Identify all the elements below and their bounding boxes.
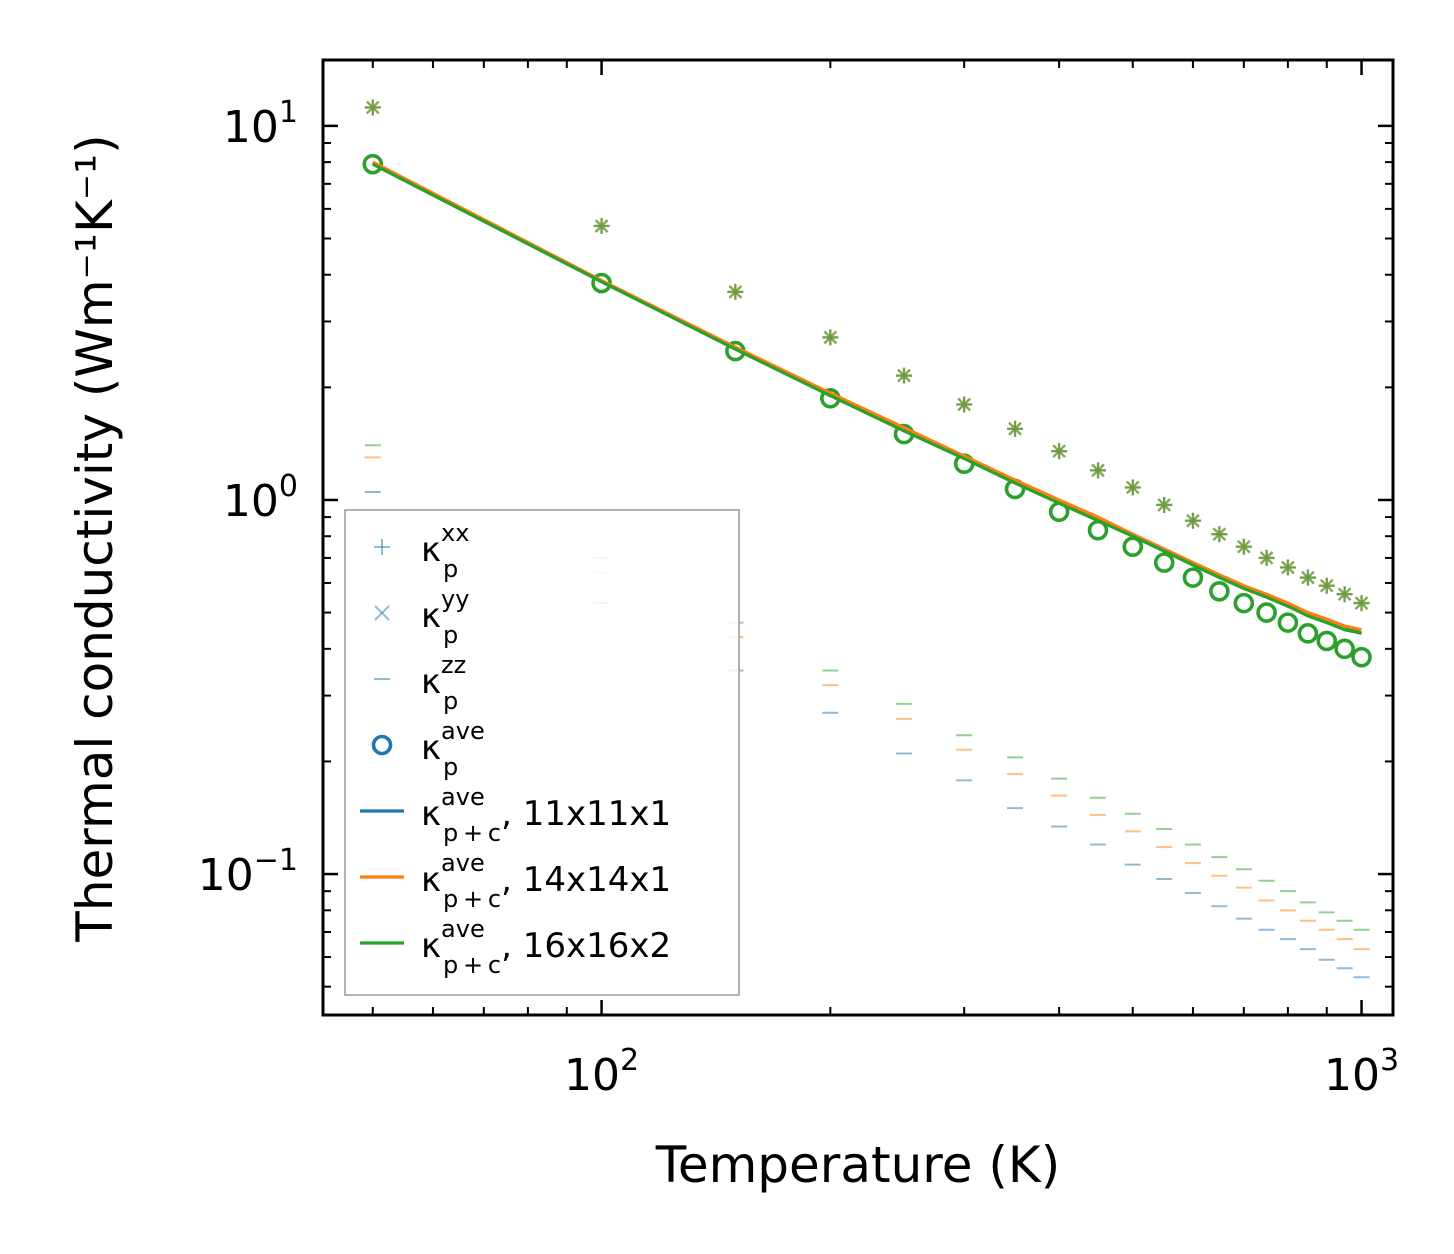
legend-label: κave p + c, 11x11x1 (421, 783, 671, 847)
data-point-yy (727, 283, 744, 300)
data-point-ave (1233, 592, 1255, 614)
data-point-ave (1182, 567, 1204, 588)
series-line (372, 162, 1362, 635)
x-tick-label: 102 (564, 1043, 639, 1101)
data-point-yy (956, 396, 973, 413)
legend-entry: κave p + c, 11x11x1 (360, 783, 671, 847)
data-point-ave (1316, 630, 1338, 652)
data-point-ave (1351, 646, 1372, 668)
data-point-yy (1279, 559, 1296, 576)
legend-label: κave p + c, 16x16x2 (421, 915, 671, 979)
legend-label: κave p + c, 14x14x1 (421, 849, 671, 913)
data-point-yy (1336, 586, 1353, 603)
data-point-yy (1156, 496, 1173, 513)
data-point-yy (1089, 462, 1106, 479)
axes: 102 103 10−1 100 101 (198, 58, 1399, 1101)
plot-frame (321, 58, 1395, 1017)
data-point-yy (1124, 479, 1141, 496)
y-axis-label: Thermal conductivity (Wm⁻¹K⁻¹) (66, 134, 124, 942)
x-tick-label: 103 (1324, 1043, 1399, 1101)
y-tick-label: 100 (223, 469, 298, 527)
y-tick-label: 10−1 (198, 843, 298, 901)
legend-entry: κzz p (374, 651, 466, 715)
data-point-yy (1051, 443, 1068, 460)
data-point-yy (1211, 526, 1228, 543)
data-point-yy (364, 99, 381, 116)
series-yy (364, 99, 1370, 612)
data-point-ave (1297, 623, 1319, 644)
data-point-yy (1258, 549, 1275, 566)
data-point-ave (1209, 580, 1230, 602)
data-point-yy (822, 329, 839, 346)
data-point-ave (1277, 612, 1299, 633)
data-point-yy (1235, 538, 1252, 555)
data-point-yy (1184, 512, 1201, 529)
plot-data (362, 99, 1372, 979)
data-point-ave (362, 153, 384, 175)
data-point-yy (895, 367, 912, 384)
data-point-yy (593, 217, 610, 234)
legend-entry: κave p + c, 16x16x2 (360, 915, 671, 979)
legend-entry: κyy p (374, 585, 469, 649)
legend-label: κzz p (421, 651, 466, 715)
data-point-ave (1334, 638, 1355, 660)
y-tick-label: 101 (223, 95, 298, 153)
series-line (372, 160, 1362, 632)
legend-entry: κave p + c, 14x14x1 (360, 849, 671, 913)
data-point-yy (1318, 577, 1335, 594)
series-line (372, 162, 1362, 635)
data-point-ave (1153, 552, 1175, 573)
data-point-yy (1353, 595, 1370, 612)
legend-marker-circle (371, 734, 393, 756)
data-point-ave (1256, 602, 1277, 623)
legend-entry: κave p (371, 717, 485, 781)
data-point-ave (1122, 536, 1144, 558)
legend-entry: κxx p (374, 519, 469, 583)
data-point-yy (1299, 569, 1316, 586)
legend-label: κyy p (421, 585, 469, 649)
series-line (372, 160, 1362, 632)
legend-box (344, 509, 740, 996)
legend-label: κave p (421, 717, 485, 781)
x-axis-label: Temperature (K) (655, 1136, 1060, 1194)
legend-label: κxx p (421, 519, 469, 583)
data-point-yy (1007, 420, 1024, 437)
